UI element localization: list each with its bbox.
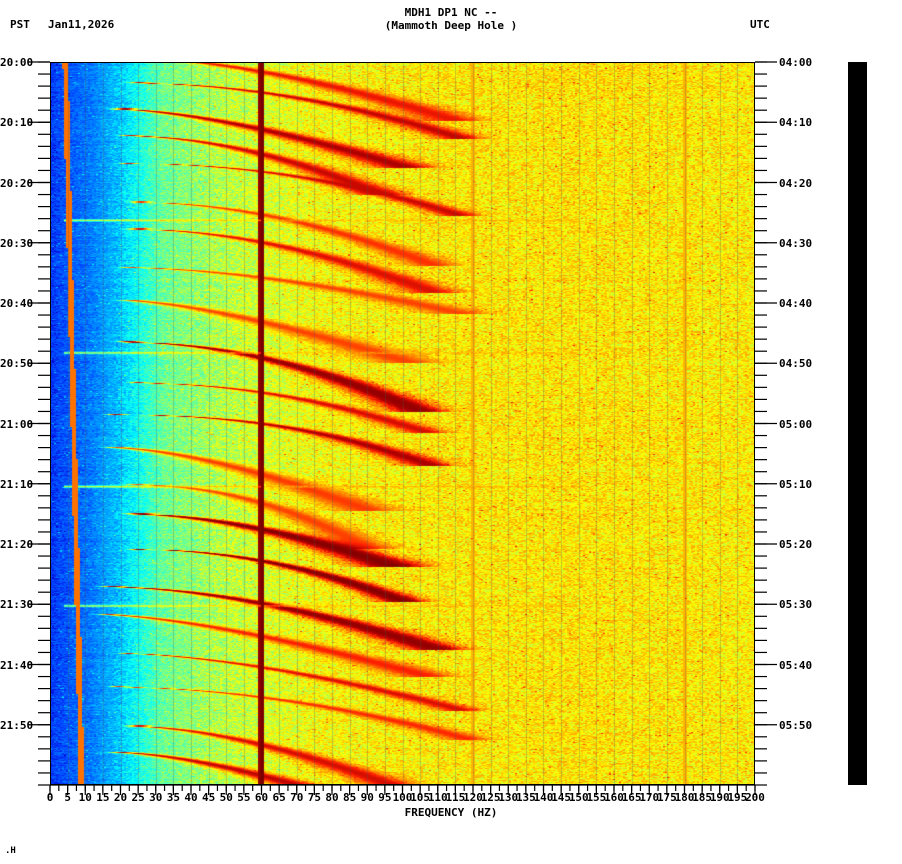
y-tick-label-left: 20:00: [0, 56, 34, 69]
y-tick-label-left: 20:50: [0, 357, 34, 371]
x-tick-label: 60: [254, 791, 269, 804]
x-tick-label: 35: [166, 791, 180, 804]
y-tick-label-left: 21:50: [0, 718, 34, 732]
x-tick-label: 100: [392, 791, 413, 804]
x-tick-label: 45: [202, 791, 216, 804]
x-tick-label: 105: [410, 791, 431, 804]
x-tick-label: 50: [219, 791, 233, 804]
x-tick-label: 15: [96, 791, 110, 804]
x-tick-label: 80: [325, 791, 339, 804]
y-tick-label-right: 04:50: [779, 357, 813, 371]
page-title: MDH1 DP1 NC --: [404, 6, 498, 19]
x-tick-label: 85: [343, 791, 357, 804]
corner-glyph: .H: [5, 846, 16, 856]
y-tick-label-right: 05:10: [779, 477, 813, 491]
spectrogram-canvas: [50, 62, 755, 785]
y-tick-label-right: 05:50: [779, 718, 813, 732]
x-tick-label: 10: [78, 791, 92, 804]
colorbar: [848, 62, 867, 785]
x-tick-label: 180: [674, 791, 695, 804]
y-tick-label-right: 04:30: [779, 236, 813, 250]
y-tick-label-right: 05:20: [779, 538, 813, 551]
y-tick-label-left: 21:00: [0, 417, 34, 431]
y-tick-label-left: 20:30: [0, 236, 34, 250]
x-tick-label: 150: [568, 791, 589, 804]
x-tick-label: 95: [378, 791, 392, 804]
y-tick-label-right: 05:40: [779, 658, 813, 672]
x-tick-label: 130: [498, 791, 519, 804]
y-axis-right: [755, 61, 777, 786]
x-tick-label: 0: [46, 791, 54, 804]
spectrogram-plot: [50, 62, 755, 785]
y-tick-label-right: 04:00: [779, 56, 813, 69]
x-tick-label: 90: [360, 791, 374, 804]
x-tick-label: 115: [445, 791, 466, 804]
y-tick-label-right: 05:30: [779, 598, 813, 612]
x-tick-label: 30: [149, 791, 163, 804]
y-axis-left: [28, 61, 50, 786]
x-tick-label: 190: [709, 791, 730, 804]
y-tick-label-left: 21:20: [0, 538, 34, 551]
x-tick-label: 175: [656, 791, 677, 804]
x-tick-label: 125: [480, 791, 501, 804]
x-tick-label: 75: [307, 791, 321, 804]
y-tick-label-left: 20:40: [0, 297, 34, 310]
y-tick-label-right: 05:00: [779, 417, 813, 431]
x-tick-label: 40: [184, 791, 198, 804]
x-tick-label: 65: [272, 791, 286, 804]
timezone-label-left: PST: [10, 18, 30, 31]
y-tick-label-right: 04:20: [779, 176, 813, 190]
x-tick-label: 140: [533, 791, 554, 804]
page-subtitle: (Mammoth Deep Hole ): [384, 19, 518, 32]
x-tick-label: 145: [551, 791, 572, 804]
date-label: Jan11,2026: [48, 18, 115, 31]
y-tick-label-left: 20:10: [0, 116, 34, 130]
y-tick-label-left: 20:20: [0, 176, 34, 190]
x-tick-label: 195: [727, 791, 748, 804]
y-tick-label-left: 21:30: [0, 598, 34, 612]
x-tick-label: 5: [64, 791, 71, 804]
x-tick-label: 160: [604, 791, 624, 804]
y-tick-label-right: 04:40: [779, 297, 813, 310]
x-tick-label: 185: [692, 791, 713, 804]
x-tick-label: 55: [237, 791, 251, 804]
y-tick-label-left: 21:10: [0, 477, 34, 491]
x-tick-label: 200: [745, 791, 765, 804]
x-tick-label: 135: [515, 791, 536, 804]
y-tick-label-left: 21:40: [0, 658, 34, 672]
x-tick-label: 25: [131, 791, 145, 804]
x-tick-label: 120: [463, 791, 483, 804]
x-tick-label: 155: [586, 791, 607, 804]
x-tick-label: 165: [621, 791, 642, 804]
x-tick-label: 170: [639, 791, 660, 804]
x-tick-label: 110: [427, 791, 448, 804]
x-tick-label: 20: [113, 791, 128, 804]
x-axis-title: FREQUENCY (HZ): [404, 806, 498, 819]
y-tick-label-right: 04:10: [779, 116, 813, 130]
timezone-label-right: UTC: [750, 18, 770, 31]
x-tick-label: 70: [290, 791, 304, 804]
